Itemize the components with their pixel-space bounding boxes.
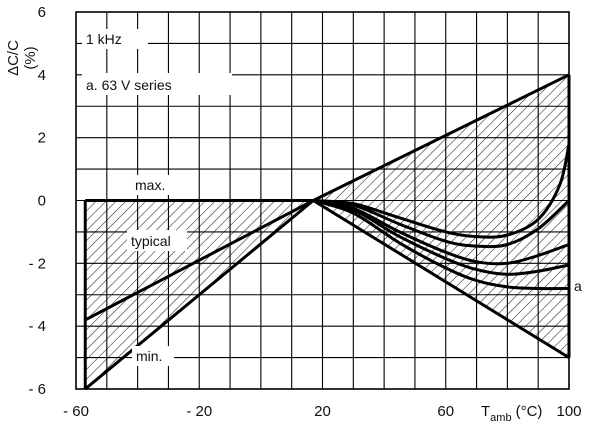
y-tick-label: - 4 <box>28 318 46 335</box>
max-label-background <box>131 175 179 195</box>
y-axis-title: ΔC/C <box>5 40 22 76</box>
typical-label-background <box>127 230 187 251</box>
series-label-background <box>82 73 232 95</box>
series-line-typical <box>84 199 314 322</box>
x-axis-title-unit: (°C) <box>516 403 543 420</box>
min-label: min. <box>136 348 162 364</box>
y-tick-label: - 2 <box>28 255 46 272</box>
right-curve-4 <box>312 199 570 276</box>
right-curve-1 <box>313 143 571 239</box>
x-axis-title-subscript: amb <box>490 412 511 424</box>
y-axis-unit: (%) <box>22 46 39 69</box>
frequency-label-background <box>82 29 148 49</box>
y-tick-label: 2 <box>38 130 46 147</box>
x-tick-label: 60 <box>437 403 454 420</box>
y-tick-label: 0 <box>38 193 46 210</box>
x-axis-title: Tamb (°C) <box>481 403 542 424</box>
y-tick-label: 4 <box>38 67 46 84</box>
frequency-label: 1 kHz <box>86 31 122 47</box>
right-curve-2 <box>313 199 571 249</box>
right-curve-a <box>312 199 570 291</box>
min-label-background <box>132 346 174 366</box>
right-curve-3 <box>313 199 570 266</box>
x-axis-title-main: T <box>481 403 490 420</box>
y-tick-label: 6 <box>38 4 46 21</box>
y-tick-label: - 6 <box>28 381 46 398</box>
x-tick-label: 100 <box>556 403 581 420</box>
right-envelope-hatch <box>313 74 569 358</box>
x-tick-label: 20 <box>314 403 331 420</box>
typical-label: typical <box>131 233 171 249</box>
curve-a-label: a <box>574 278 582 294</box>
x-tick-label: - 20 <box>186 403 212 420</box>
curve-a-label-background <box>571 276 586 296</box>
series-label: a. 63 V series <box>86 77 172 93</box>
max-label: max. <box>135 177 165 193</box>
x-tick-label: - 60 <box>63 403 89 420</box>
